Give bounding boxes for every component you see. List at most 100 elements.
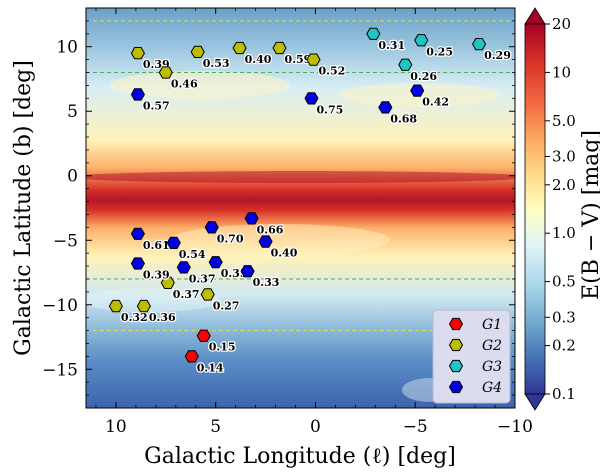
y-axis: 10 5 0 −5 −10 −15: [42, 20, 515, 396]
marker-value-label: 0.68: [390, 112, 417, 125]
marker-g4: [244, 212, 259, 225]
map-cloud-1: [110, 71, 290, 99]
colorbar-tick-label: 0.2: [552, 337, 576, 355]
colorbar: 20 10 5.0 3.0 2.0 1.0 0.5 0.3 0.2 0.1: [524, 7, 576, 411]
legend-label-g3: G3: [482, 359, 502, 375]
marker-g4: [240, 265, 255, 278]
marker-value-label: 0.57: [143, 99, 170, 112]
colorbar-tick-label: 1.0: [552, 224, 576, 242]
legend-marker-g2: [448, 338, 464, 352]
colorbar-tick-label: 2.0: [552, 176, 576, 194]
plot-frame: [85, 7, 516, 409]
series-g1: 0.15 0.14: [184, 329, 237, 376]
marker-g2: [130, 47, 145, 60]
legend-box: [432, 309, 511, 404]
marker-g2: [200, 288, 215, 301]
marker-g2: [158, 66, 173, 79]
marker-g4: [204, 221, 219, 234]
colorbar-top-arrow: [524, 7, 546, 25]
marker-value-label: 0.15: [209, 341, 236, 354]
marker-g2: [306, 53, 321, 66]
marker-value-label: 0.27: [213, 299, 240, 312]
y-tick-label: 5: [67, 102, 78, 122]
colorbar-tick-label: 3.0: [552, 147, 576, 165]
marker-g2: [232, 41, 247, 55]
x-tick-label: 0: [310, 417, 321, 437]
marker-value-label: 0.39: [143, 268, 170, 281]
colorbar-tick-label: 0.5: [552, 273, 576, 291]
marker-g4: [176, 261, 191, 274]
marker-g2: [272, 41, 287, 55]
x-axis-title: Galactic Longitude (ℓ) [deg]: [144, 444, 456, 469]
marker-g4: [410, 84, 425, 97]
marker-g4: [130, 257, 145, 270]
colorbar-tick-label: 0.1: [552, 385, 576, 403]
marker-value-label: 0.26: [410, 70, 437, 83]
y-tick-label: 10: [56, 38, 78, 58]
series-g4: 0.57 0.75 0.68 0.42 0.66 0.70 0.61 0.54 0.40 0.39…: [130, 84, 450, 290]
map-band-core: [86, 171, 515, 183]
marker-value-label: 0.46: [171, 78, 198, 91]
marker-g4: [258, 235, 273, 248]
marker-value-label: 0.36: [149, 311, 176, 324]
marker-value-label: 0.54: [179, 248, 206, 261]
marker-g4: [130, 88, 145, 101]
y-tick-label: −15: [42, 360, 78, 380]
x-tick-label: −10: [497, 417, 533, 437]
x-tick-label: −5: [403, 417, 428, 437]
marker-g2: [190, 45, 205, 58]
marker-value-label: 0.40: [271, 247, 298, 260]
marker-value-label: 0.53: [203, 57, 230, 70]
marker-g3: [414, 34, 429, 47]
legend-label-g4: G4: [482, 380, 502, 396]
series-g2: 0.39 0.46 0.53 0.40 0.59 0.52 0.37 0.27 0.32 0.36: [108, 41, 347, 325]
marker-g4: [304, 92, 319, 105]
marker-g3: [398, 58, 413, 71]
colorbar-gradient: [524, 23, 546, 395]
marker-g2: [136, 299, 151, 313]
colorbar-bottom-arrow: [524, 393, 546, 411]
legend-marker-g3: [448, 359, 464, 373]
marker-value-label: 0.37: [189, 272, 216, 285]
marker-value-label: 0.61: [143, 239, 170, 252]
marker-value-label: 0.59: [285, 53, 312, 66]
marker-g3: [366, 27, 381, 40]
legend-marker-g4: [448, 380, 464, 394]
colorbar-title: E(B − V) [mag]: [579, 130, 600, 300]
data-markers: 0.15 0.14 0.39 0.46 0.53 0.40 0.59 0.52 0.37 0.27…: [108, 27, 512, 376]
colorbar-tick-label: 10: [552, 63, 571, 81]
y-tick-label: 0: [67, 167, 78, 187]
marker-g1: [196, 329, 211, 342]
marker-value-label: 0.14: [197, 361, 224, 374]
marker-value-label: 0.52: [318, 65, 345, 78]
colorbar-tick-label: 20: [552, 15, 571, 33]
marker-value-label: 0.70: [217, 232, 244, 245]
x-axis: 10 5 0 −5 −10: [95, 8, 533, 437]
marker-g4: [130, 227, 145, 240]
marker-value-label: 0.31: [378, 39, 405, 52]
marker-value-label: 0.29: [484, 49, 511, 62]
marker-value-label: 0.37: [173, 288, 200, 301]
y-tick-label: −10: [42, 296, 78, 316]
map-cloud-3: [170, 224, 390, 256]
colorbar-tick-label: 5.0: [552, 112, 576, 130]
marker-g3: [472, 38, 487, 51]
marker-g2: [160, 276, 175, 289]
marker-g4: [208, 256, 223, 269]
marker-g4: [166, 236, 181, 249]
marker-value-label: 0.75: [316, 103, 343, 116]
y-axis-title: Galactic Latitude (b) [deg]: [11, 60, 36, 356]
legend-label-g2: G2: [482, 338, 502, 354]
marker-g2: [108, 299, 123, 313]
marker-g4: [378, 101, 393, 114]
marker-value-label: 0.33: [253, 276, 280, 289]
x-tick-label: 10: [105, 417, 127, 437]
marker-value-label: 0.32: [121, 311, 148, 324]
marker-value-label: 0.66: [257, 223, 284, 236]
y-tick-label: −5: [53, 231, 78, 251]
marker-value-label: 0.42: [422, 96, 449, 109]
legend-label-g1: G1: [482, 317, 502, 333]
marker-value-label: 0.40: [245, 53, 272, 66]
legend-marker-g1: [448, 317, 464, 331]
